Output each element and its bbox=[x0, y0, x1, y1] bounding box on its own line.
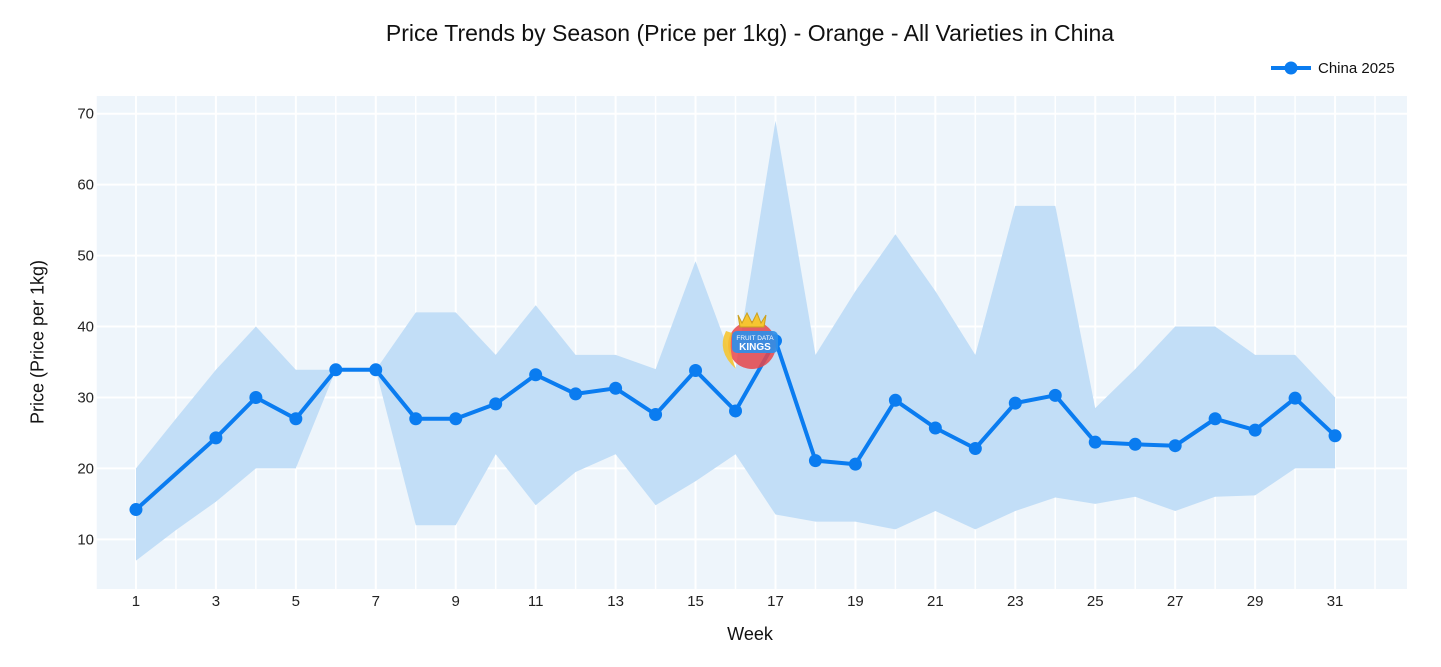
data-point bbox=[369, 363, 383, 377]
svg-text:KINGS: KINGS bbox=[739, 342, 771, 353]
x-tick-label: 13 bbox=[607, 593, 624, 610]
data-point bbox=[289, 412, 303, 426]
data-point bbox=[1288, 391, 1302, 405]
x-tick-label: 23 bbox=[1007, 593, 1024, 610]
price-range-band bbox=[136, 120, 1336, 561]
y-axis-title: Price (Price per 1kg) bbox=[27, 259, 48, 425]
x-tick-label: 11 bbox=[528, 593, 544, 610]
svg-text:FRUIT DATA: FRUIT DATA bbox=[736, 335, 774, 342]
data-point bbox=[449, 412, 463, 426]
x-tick-label: 15 bbox=[687, 593, 704, 610]
data-point bbox=[529, 368, 543, 382]
x-tick-label: 1 bbox=[132, 593, 140, 610]
x-tick-label: 9 bbox=[452, 593, 460, 610]
data-point bbox=[808, 454, 822, 468]
data-point bbox=[609, 381, 623, 395]
y-tick-label: 70 bbox=[77, 106, 94, 123]
data-point bbox=[1208, 412, 1222, 426]
data-point bbox=[489, 397, 503, 411]
y-tick-label: 50 bbox=[77, 248, 94, 265]
data-point bbox=[1088, 435, 1102, 449]
y-tick-label: 20 bbox=[77, 460, 94, 477]
x-tick-label: 31 bbox=[1327, 593, 1344, 610]
x-tick-label: 7 bbox=[372, 593, 380, 610]
data-point bbox=[329, 363, 343, 377]
legend-swatch bbox=[1271, 61, 1311, 75]
y-tick-label: 30 bbox=[77, 389, 94, 406]
x-tick-label: 29 bbox=[1247, 593, 1264, 610]
data-point bbox=[1328, 429, 1342, 443]
data-point bbox=[968, 442, 982, 456]
x-tick-label: 17 bbox=[767, 593, 784, 610]
x-tick-label: 21 bbox=[927, 593, 944, 610]
data-point bbox=[1048, 388, 1062, 402]
data-point bbox=[729, 404, 743, 418]
data-point bbox=[888, 393, 902, 407]
data-point bbox=[1008, 396, 1022, 410]
x-tick-label: 3 bbox=[212, 593, 220, 610]
chart-title: Price Trends by Season (Price per 1kg) -… bbox=[385, 20, 1115, 46]
x-tick-label: 25 bbox=[1087, 593, 1104, 610]
x-tick-label: 27 bbox=[1167, 593, 1184, 610]
y-tick-label: 60 bbox=[77, 177, 94, 194]
data-point bbox=[1128, 437, 1142, 451]
data-point bbox=[1168, 439, 1182, 453]
data-point bbox=[689, 364, 703, 378]
x-axis-title: Week bbox=[727, 624, 773, 644]
y-tick-label: 40 bbox=[77, 319, 94, 336]
legend-label: China 2025 bbox=[1318, 59, 1395, 77]
data-point bbox=[129, 503, 143, 517]
data-point bbox=[848, 457, 862, 471]
x-tick-label: 19 bbox=[847, 593, 864, 610]
x-tick-label: 5 bbox=[292, 593, 300, 610]
fruit-data-kings-logo: FRUIT DATA KINGS bbox=[722, 311, 778, 369]
series-line bbox=[134, 338, 1337, 512]
data-point bbox=[209, 431, 223, 445]
data-point bbox=[649, 407, 663, 421]
data-point bbox=[1248, 423, 1262, 437]
data-point bbox=[928, 421, 942, 435]
data-point bbox=[409, 412, 423, 426]
y-tick-label: 10 bbox=[77, 531, 94, 548]
data-point bbox=[249, 390, 263, 404]
data-point bbox=[569, 387, 583, 401]
legend[interactable]: China 2025 bbox=[1271, 58, 1395, 78]
